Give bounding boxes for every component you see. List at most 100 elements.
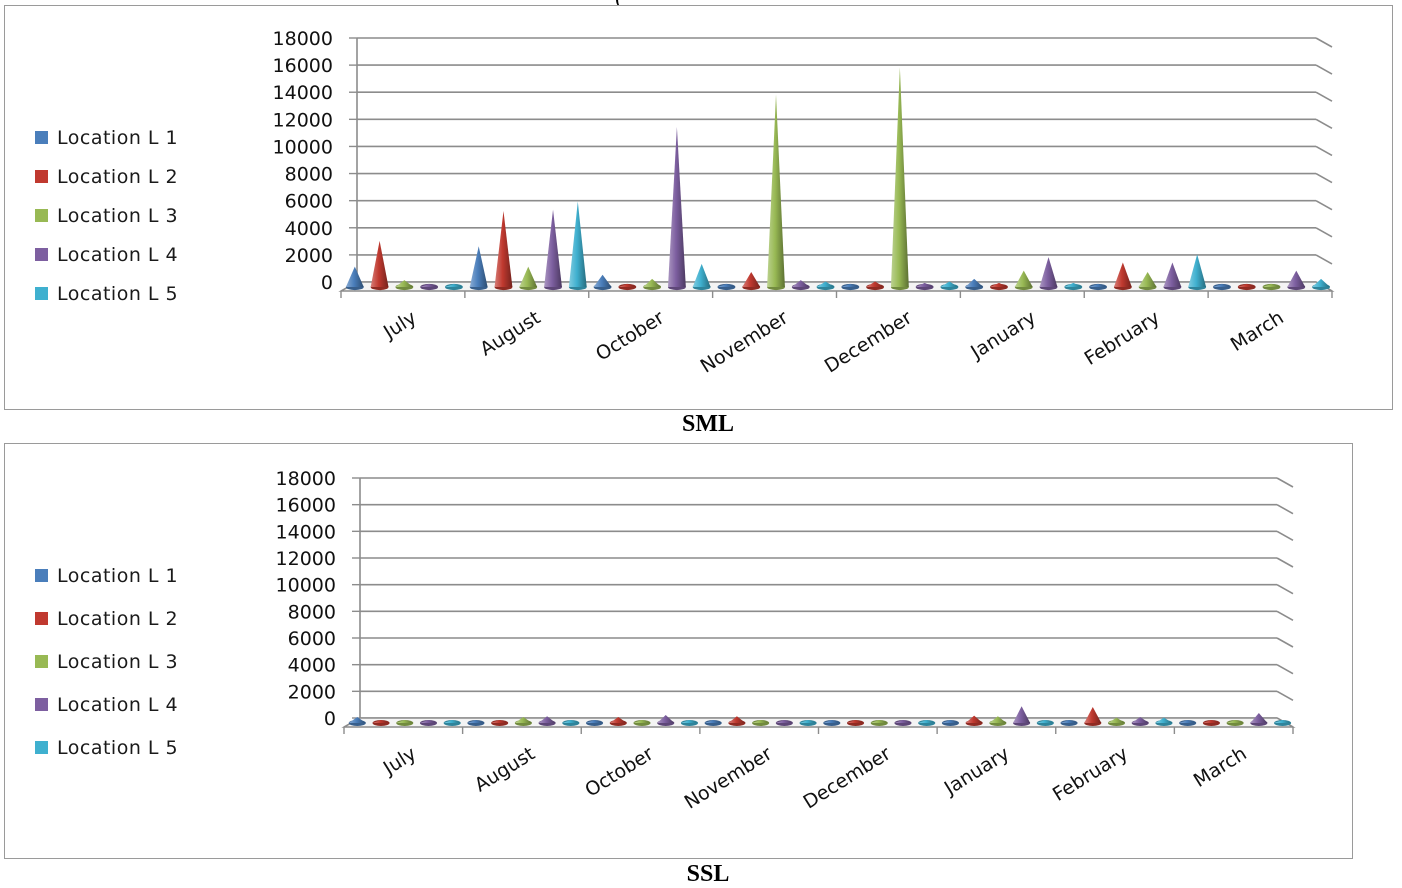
y-tick-label: 10000	[276, 575, 336, 597]
bar-august-s5	[568, 201, 587, 291]
y-tick-label: 4000	[288, 655, 336, 677]
legend-swatch	[35, 131, 48, 144]
y-tick-label: 8000	[288, 601, 336, 623]
legend-sml: Location L 1 Location L 2 Location L 3 Loca…	[35, 118, 178, 313]
gridline-depth	[1315, 199, 1333, 211]
y-tick-label: 12000	[276, 548, 336, 570]
bar-february-s3	[1107, 717, 1126, 726]
y-tick-label: 8000	[285, 164, 333, 186]
bar-december-s4	[894, 719, 912, 726]
bar-august-s2	[494, 211, 513, 291]
y-tick-label: 2000	[288, 681, 336, 703]
bar-february-s1	[1060, 719, 1078, 726]
bar-july-s2	[370, 240, 389, 291]
gridline-depth	[1276, 530, 1294, 542]
bar-november-s4	[791, 280, 810, 291]
x-tick-label: January	[940, 743, 1014, 800]
bar-october-s2	[618, 283, 637, 291]
bar-november-s1	[704, 719, 722, 726]
gridline-depth	[1315, 91, 1333, 102]
bar-february-s1	[1089, 283, 1107, 291]
x-tick-label: January	[966, 307, 1040, 364]
chart-floor	[341, 717, 1296, 728]
legend-ssl: Location L 1 Location L 2 Location L 3 Loca…	[35, 554, 178, 769]
bar-january-s5	[1064, 282, 1083, 291]
bar-january-s3	[989, 716, 1007, 726]
gridline-depth	[1276, 690, 1294, 702]
bar-january-s1	[965, 278, 984, 291]
legend-item: Location L 3	[35, 196, 178, 235]
bar-july-s4	[420, 283, 439, 291]
legend-item: Location L 1	[35, 554, 178, 597]
y-tick-label: 0	[324, 708, 336, 730]
bar-january-s1	[941, 719, 959, 726]
x-tick-label: February	[1049, 743, 1132, 806]
y-tick-label: 14000	[276, 521, 336, 543]
bar-february-s2	[1084, 706, 1102, 726]
bar-july-s1	[345, 266, 364, 291]
bar-january-s2	[965, 715, 983, 726]
legend-swatch	[35, 248, 48, 261]
bar-february-s4	[1163, 262, 1182, 291]
bar-march-s2	[1237, 283, 1256, 291]
bar-november-s2	[728, 716, 746, 726]
bar-november-s3	[752, 719, 770, 726]
bar-march-s1	[1213, 283, 1231, 291]
bar-october-s2	[609, 716, 627, 726]
legend-swatch	[35, 698, 48, 711]
chart-ssl: 18000 16000 14000 12000 10000 8000 6000 4000 200…	[276, 468, 1296, 814]
bar-january-s2	[990, 282, 1008, 291]
bar-august-s2	[491, 719, 509, 726]
bar-august-s3	[514, 716, 532, 726]
x-tick-label: July	[379, 307, 420, 344]
bar-august-s4	[544, 209, 562, 291]
bar-july-s1	[348, 716, 366, 726]
bar-january-s4	[1013, 706, 1031, 726]
gridline-depth	[1315, 118, 1333, 130]
legend-label: Location L 2	[57, 607, 179, 630]
gridline-depth	[1276, 583, 1294, 595]
legend-label: Location L 1	[57, 564, 179, 587]
bar-march-s3	[1226, 719, 1244, 726]
legend-swatch	[35, 655, 48, 668]
y-tick-label: 10000	[273, 136, 333, 158]
bar-november-s4	[775, 719, 793, 726]
legend-label: Location L 4	[57, 693, 179, 716]
gridline-depth	[1315, 64, 1333, 75]
bar-february-s2	[1113, 262, 1132, 291]
bar-october-s4	[657, 714, 675, 726]
legend-swatch	[35, 209, 48, 222]
x-tick-label: July	[379, 743, 420, 780]
chart-panel-sml: Location L 1 Location L 2 Location L 3 Loca…	[4, 5, 1393, 410]
bar-december-s5	[940, 281, 959, 291]
bar-october-s5	[692, 263, 711, 291]
bar-october-s4	[667, 126, 686, 291]
gridline-depth	[1276, 663, 1294, 675]
chart-panel-ssl: Location L 1 Location L 2 Location L 3 Loca…	[4, 443, 1353, 859]
bar-november-s1	[717, 283, 736, 291]
legend-item: Location L 4	[35, 683, 178, 726]
legend-item: Location L 2	[35, 597, 178, 640]
bar-march-s5	[1274, 719, 1292, 726]
bar-august-s1	[469, 246, 488, 291]
y-tick-label: 18000	[273, 28, 333, 50]
legend-swatch	[35, 170, 48, 183]
bar-december-s3	[890, 67, 909, 291]
bar-march-s1	[1179, 719, 1197, 726]
top-title-fragment: (	[615, 0, 622, 10]
legend-label: Location L 3	[57, 650, 179, 673]
caption-ssl: SSL	[686, 861, 730, 887]
y-tick-label: 2000	[285, 245, 333, 267]
bar-november-s3	[767, 94, 785, 291]
x-tick-label: March	[1190, 743, 1251, 792]
gridline-depth	[1315, 254, 1333, 265]
x-tick-label: February	[1081, 307, 1164, 370]
gridline-depth	[1315, 227, 1333, 238]
bar-november-s5	[799, 719, 817, 726]
bar-november-s2	[742, 272, 761, 291]
bar-february-s4	[1131, 716, 1149, 726]
bar-october-s5	[680, 719, 698, 726]
chart-sml: 18000 16000 14000 12000 10000 8000 6000 4000 200…	[273, 28, 1335, 378]
legend-label: Location L 2	[57, 165, 179, 188]
y-tick-label: 16000	[276, 495, 336, 517]
